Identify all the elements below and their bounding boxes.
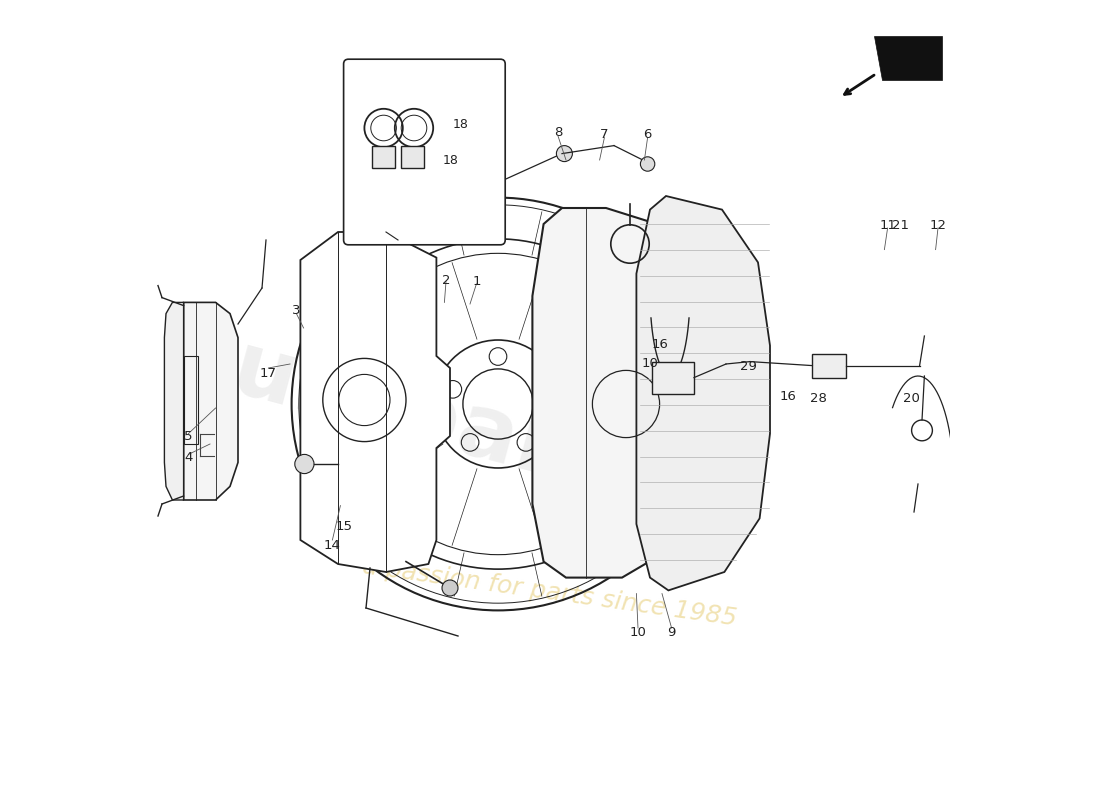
Text: 15: 15	[336, 520, 352, 533]
FancyBboxPatch shape	[343, 59, 505, 245]
Text: 18: 18	[443, 154, 459, 166]
Text: 3: 3	[293, 304, 300, 317]
Circle shape	[442, 206, 458, 222]
Text: 10: 10	[629, 626, 647, 638]
Text: 29: 29	[740, 360, 757, 373]
Text: 18: 18	[452, 118, 469, 130]
Text: 28: 28	[810, 392, 826, 405]
Polygon shape	[637, 196, 770, 590]
Polygon shape	[813, 354, 846, 378]
Text: 7: 7	[601, 128, 608, 141]
Polygon shape	[300, 232, 450, 572]
Circle shape	[557, 146, 572, 162]
Text: 17: 17	[260, 367, 277, 380]
Polygon shape	[874, 36, 942, 80]
FancyBboxPatch shape	[373, 146, 395, 168]
Circle shape	[295, 454, 313, 474]
Text: 12: 12	[930, 219, 946, 232]
Text: 8: 8	[553, 126, 562, 138]
Polygon shape	[184, 302, 238, 500]
Text: 9: 9	[668, 626, 675, 638]
Text: 16: 16	[652, 338, 669, 350]
Text: 4: 4	[184, 451, 192, 464]
Text: 21: 21	[892, 219, 909, 232]
Text: 10: 10	[641, 358, 659, 370]
Text: 14: 14	[324, 539, 341, 552]
Polygon shape	[652, 362, 694, 394]
Text: 11: 11	[879, 219, 896, 232]
Text: 16: 16	[780, 390, 796, 402]
Text: 2: 2	[442, 274, 450, 286]
Circle shape	[442, 580, 458, 596]
Text: 5: 5	[184, 430, 192, 442]
Text: 6: 6	[644, 128, 652, 141]
Text: a passion for parts since 1985: a passion for parts since 1985	[361, 554, 739, 630]
Circle shape	[640, 157, 654, 171]
Text: 20: 20	[903, 392, 920, 405]
Text: 1: 1	[472, 275, 481, 288]
Text: europarts: europarts	[165, 310, 662, 522]
FancyBboxPatch shape	[402, 146, 424, 168]
Polygon shape	[164, 302, 184, 500]
Polygon shape	[532, 208, 719, 578]
